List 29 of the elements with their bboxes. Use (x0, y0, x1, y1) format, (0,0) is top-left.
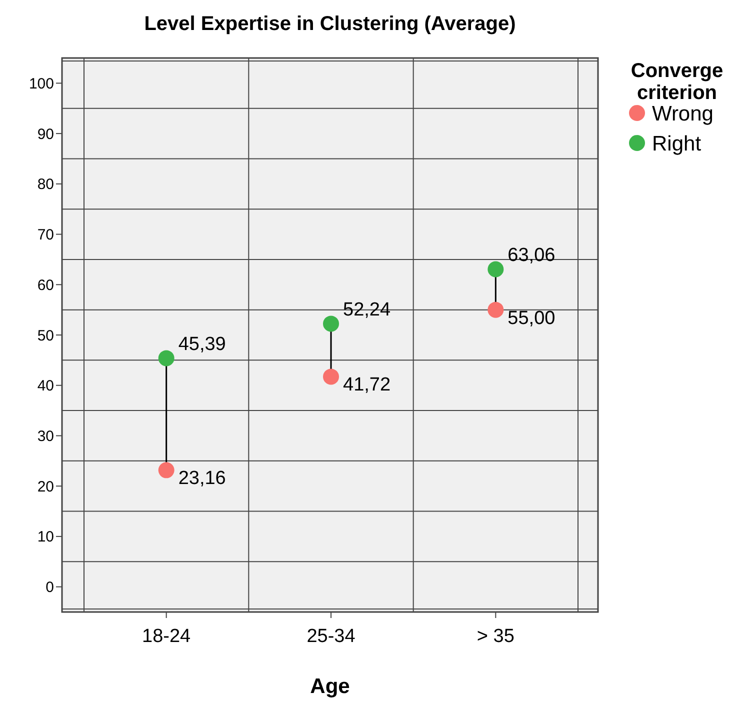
x-tick-label: > 35 (476, 626, 514, 647)
y-tick-label: 20 (37, 478, 54, 496)
x-tick-label: 18-24 (142, 626, 192, 647)
data-label: 23,16 (178, 468, 226, 490)
point (323, 368, 339, 385)
point (488, 302, 504, 318)
y-tick-label: 40 (37, 378, 54, 395)
point (158, 462, 174, 478)
legend-title: Converge criterion (630, 60, 724, 104)
y-tick-label: 10 (37, 528, 54, 546)
x-axis-title: Age (310, 675, 350, 698)
x-tick-label: 25-34 (306, 626, 356, 647)
y-tick-label: 0 (46, 579, 54, 596)
y-tick-label: 80 (37, 176, 54, 194)
y-tick-label: 50 (37, 327, 54, 344)
data-label: 45,39 (178, 334, 226, 356)
legend-label: Right (652, 132, 702, 156)
y-tick-label: 100 (28, 75, 54, 92)
legend-label: Wrong (652, 102, 714, 126)
chart-title: Level Expertise in Clustering (Average) (144, 13, 516, 35)
y-tick-label: 70 (37, 226, 54, 244)
data-label: 55,00 (508, 308, 556, 329)
point (158, 350, 174, 366)
data-label: 41,72 (343, 374, 391, 396)
y-tick-label: 90 (37, 126, 54, 143)
point (488, 261, 504, 278)
y-tick-label: 60 (37, 276, 54, 294)
point (323, 316, 339, 332)
y-tick-label: 30 (37, 428, 54, 445)
